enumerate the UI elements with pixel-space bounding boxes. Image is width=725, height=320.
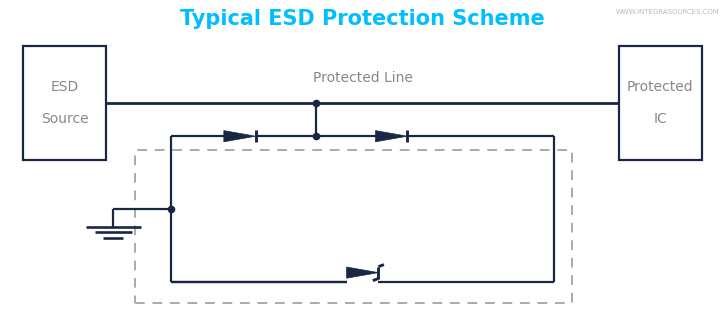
- Text: IC: IC: [653, 112, 667, 126]
- Bar: [135, 150, 572, 303]
- Polygon shape: [224, 131, 256, 142]
- Polygon shape: [347, 267, 378, 278]
- Text: Typical ESD Protection Scheme: Typical ESD Protection Scheme: [180, 9, 545, 29]
- Bar: [23, 46, 106, 160]
- Text: Protected: Protected: [627, 80, 694, 94]
- Polygon shape: [376, 131, 407, 142]
- Text: WWW.INTEGRASOURCES.COM: WWW.INTEGRASOURCES.COM: [616, 9, 720, 15]
- Text: Source: Source: [41, 112, 88, 126]
- Bar: [619, 46, 702, 160]
- Text: ESD: ESD: [51, 80, 79, 94]
- Text: Protected Line: Protected Line: [312, 71, 413, 85]
